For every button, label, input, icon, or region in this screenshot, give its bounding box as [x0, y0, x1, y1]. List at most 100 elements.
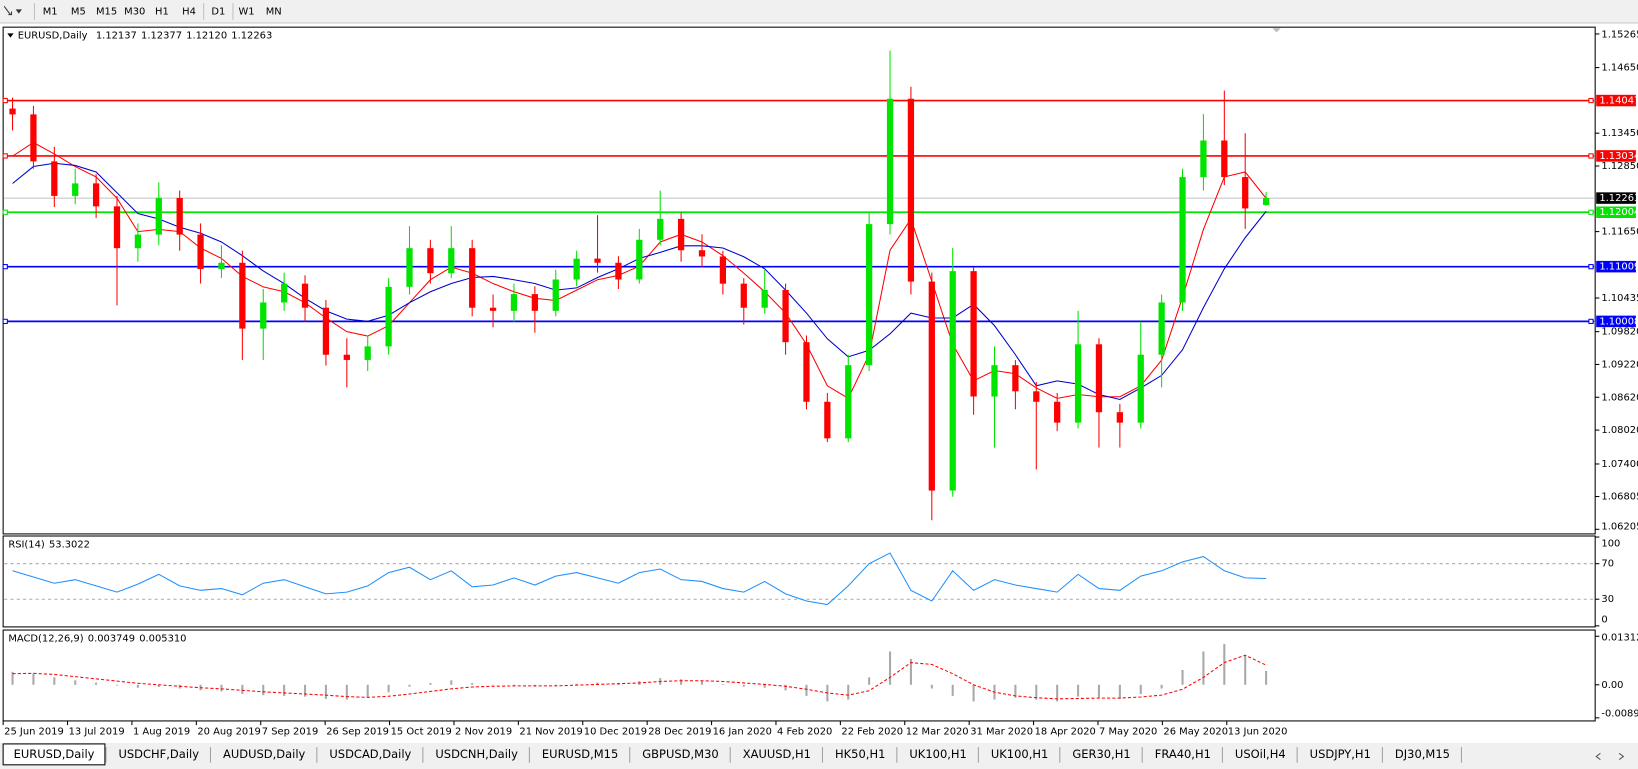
chart-tab-label[interactable]: EURUSD,M15 [542, 747, 618, 761]
chart-tab-label[interactable]: HK50,H1 [835, 747, 885, 761]
macd-bar [324, 684, 327, 699]
y-tick-label: 0.013121 [1601, 632, 1638, 643]
macd-bar [220, 684, 223, 692]
timeframe-button[interactable]: H4 [182, 6, 196, 17]
macd-bar [115, 684, 119, 686]
chart-tab-label[interactable]: GBPUSD,M30 [642, 747, 718, 761]
timeframe-button[interactable]: M5 [71, 6, 86, 17]
candle-body [197, 234, 204, 270]
chart-tab[interactable] [898, 746, 978, 764]
macd-bar [1223, 644, 1226, 685]
candle-body [719, 256, 727, 284]
macd-bar [11, 671, 14, 685]
level-handle [1588, 153, 1594, 159]
x-tick-label: 18 Apr 2020 [1035, 726, 1096, 737]
macd-bar [1118, 684, 1121, 699]
panel-title: RSI(14) [8, 539, 45, 550]
candle-body [301, 283, 309, 308]
chart-tab[interactable] [1061, 746, 1142, 764]
chart-tab-label[interactable]: XAUUSD,H1 [743, 747, 811, 761]
candle-body [343, 354, 350, 360]
candle-body [845, 365, 852, 439]
chart-tab[interactable] [1384, 746, 1461, 764]
macd-bar [700, 681, 704, 685]
candle-body [469, 248, 476, 308]
chart-tab-label[interactable]: USDCNH,Daily [435, 747, 518, 761]
chart-tab-label[interactable]: UK100,H1 [991, 747, 1048, 761]
macd-bar [1202, 651, 1205, 685]
x-tick-label: 13 Jun 2020 [1228, 726, 1288, 737]
chart-tab[interactable] [212, 746, 316, 764]
macd-bar [387, 684, 390, 693]
y-tick-label: 0.00 [1601, 680, 1623, 691]
y-tick-label: 1.06805 [1601, 492, 1638, 503]
level-price-box [1596, 260, 1636, 273]
timeframe-button[interactable]: M30 [124, 6, 145, 17]
last-price-label: 1.12263 [1599, 193, 1638, 204]
chart-tab-label[interactable]: EURUSD,Daily [14, 747, 95, 761]
chart-tab-label[interactable]: USDJPY,H1 [1310, 747, 1371, 761]
macd-bar [1097, 684, 1101, 698]
candle-body [176, 197, 183, 235]
level-price-label: 1.10008 [1599, 316, 1638, 327]
level-price-label: 1.12004 [1599, 207, 1638, 218]
level-price-box [1596, 206, 1636, 218]
chart-tab-label[interactable]: USOil,H4 [1235, 747, 1286, 761]
y-tick-label: 1.08620 [1601, 392, 1638, 403]
chart-tab-label[interactable]: USDCAD,Daily [329, 747, 411, 761]
header-value: 1.12263 [231, 31, 272, 42]
timeframe-button[interactable]: W1 [238, 6, 254, 17]
timeframe-button[interactable]: H1 [155, 6, 169, 17]
chart-tab[interactable] [980, 746, 1059, 764]
candle-body [239, 262, 246, 329]
candle-body [657, 218, 664, 240]
chart-tab-label[interactable]: GER30,H1 [1072, 747, 1130, 761]
candle-body [782, 289, 789, 343]
candle-body [1137, 354, 1144, 423]
chart-tab-label[interactable]: DJ30,M15 [1395, 747, 1450, 761]
macd-bar [575, 683, 578, 685]
chart-tab[interactable] [631, 746, 730, 764]
timeframe-button[interactable]: D1 [211, 6, 225, 17]
macd-bar [1139, 684, 1142, 695]
candle-body [406, 248, 413, 287]
level-handle [2, 264, 8, 270]
chart-tab[interactable] [531, 746, 629, 764]
chart-tab-label[interactable]: FRA40,H1 [1155, 747, 1211, 761]
timeframe-button[interactable]: M1 [43, 6, 58, 17]
chart-tab[interactable] [824, 746, 896, 764]
candle-body [113, 206, 121, 249]
tab-scroll[interactable] [1595, 752, 1625, 761]
chart-tab[interactable] [1224, 746, 1297, 764]
macd-bar [283, 684, 286, 696]
candle-body [218, 262, 225, 270]
chart-tab[interactable] [108, 746, 210, 764]
dropdown-arrow[interactable] [15, 9, 22, 14]
macd-signal [12, 654, 1267, 700]
cursor-icon[interactable] [3, 5, 13, 16]
chart-tab-label[interactable]: AUDUSD,Daily [223, 747, 306, 761]
macd-bar [784, 684, 787, 691]
toolbar [0, 0, 1638, 23]
chart-tab-label[interactable]: UK100,H1 [909, 747, 966, 761]
macd-bar [95, 682, 98, 685]
macd-bar [1056, 684, 1059, 702]
chart-tab[interactable] [318, 746, 422, 764]
panel-header: MACD(12,26,9) 0.003749 0.005310 [8, 633, 186, 644]
level-handle [1588, 318, 1594, 324]
candle-body [886, 98, 894, 225]
timeframe-button[interactable]: M15 [96, 6, 117, 17]
chart-tab[interactable] [1299, 746, 1382, 764]
chart-tab[interactable] [1144, 746, 1222, 764]
chart-tab[interactable] [424, 746, 529, 764]
chart-tab[interactable] [732, 746, 822, 764]
y-tick-label: 1.10435 [1601, 293, 1638, 304]
chart-tab-label[interactable]: USDCHF,Daily [118, 747, 199, 761]
chart-tab[interactable] [2, 743, 106, 766]
level-price-box [1596, 150, 1636, 162]
x-tick-label: 7 Sep 2019 [262, 726, 318, 737]
candle-body [322, 307, 330, 355]
x-tick-label: 10 Dec 2019 [584, 726, 647, 737]
timeframe-button[interactable]: MN [266, 6, 282, 17]
